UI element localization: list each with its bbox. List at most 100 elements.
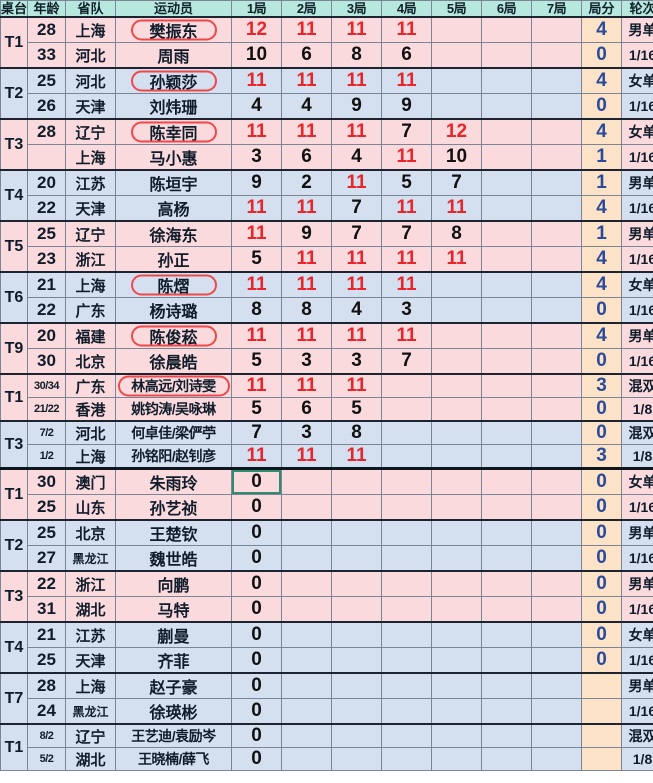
game-score-cell-6[interactable] — [481, 621, 532, 648]
game-score-cell-6[interactable] — [481, 397, 532, 422]
game-score-cell-3[interactable]: 7 — [331, 195, 382, 222]
table-row[interactable]: T225河北孙颖莎111111114女单晋级16强 — [0, 67, 653, 120]
game-score-cell-4[interactable]: 11 — [381, 195, 432, 222]
table-number-cell[interactable]: T4 — [0, 621, 28, 674]
round-stage-cell[interactable]: 1/16 — [621, 698, 653, 725]
table-row[interactable]: T225北京王楚钦00男单 — [0, 519, 653, 572]
player-name-cell[interactable]: 孙颖莎 — [115, 67, 232, 94]
game-score-cell-4[interactable] — [381, 420, 432, 445]
table-number-cell[interactable]: T5 — [0, 220, 28, 273]
game-score-cell-4[interactable] — [381, 397, 432, 422]
round-stage-cell[interactable]: 1/16 — [621, 42, 653, 69]
event-type-cell[interactable]: 混双 — [621, 723, 653, 748]
game-score-cell-5[interactable] — [431, 322, 482, 349]
round-stage-cell[interactable]: 1/16 — [621, 545, 653, 572]
match-points-cell[interactable]: 4 — [581, 322, 622, 349]
game-score-cell-7[interactable] — [531, 348, 582, 375]
province-cell[interactable]: 上海 — [65, 16, 116, 43]
match-points-cell[interactable] — [581, 672, 622, 699]
province-cell[interactable]: 天津 — [65, 195, 116, 222]
match-points-cell[interactable]: 4 — [581, 67, 622, 94]
game-score-cell-7[interactable] — [531, 118, 582, 145]
table-number-cell[interactable]: T2 — [0, 519, 28, 572]
match-points-cell[interactable] — [581, 747, 622, 771]
player-name-cell[interactable]: 周雨 — [115, 42, 232, 69]
game-score-cell-5[interactable] — [431, 467, 482, 495]
table-number-cell[interactable]: T4 — [0, 169, 28, 222]
table-number-cell[interactable]: T3 — [0, 570, 28, 623]
province-cell[interactable]: 江苏 — [65, 169, 116, 196]
player-name-cell[interactable]: 徐瑛彬 — [115, 698, 232, 725]
event-type-cell[interactable]: 男单 — [621, 322, 653, 349]
game-score-cell-2[interactable]: 11 — [281, 118, 332, 145]
game-score-cell-4[interactable]: 5 — [381, 169, 432, 196]
game-score-cell-1[interactable]: 8 — [231, 297, 282, 324]
age-cell[interactable]: 25 — [27, 519, 66, 546]
game-score-cell-5[interactable] — [431, 647, 482, 674]
game-score-cell-5[interactable] — [431, 596, 482, 623]
game-score-cell-6[interactable] — [481, 271, 532, 298]
player-name-cell[interactable]: 朱雨玲 — [115, 467, 232, 495]
game-score-cell-4[interactable] — [381, 596, 432, 623]
game-score-cell-6[interactable] — [481, 494, 532, 521]
age-cell[interactable]: 25 — [27, 220, 66, 247]
province-cell[interactable]: 上海 — [65, 144, 116, 171]
game-score-cell-3[interactable]: 8 — [331, 42, 382, 69]
game-score-cell-1[interactable]: 0 — [231, 672, 282, 699]
column-header-8[interactable]: 5局 — [431, 0, 482, 18]
match-points-cell[interactable]: 4 — [581, 246, 622, 273]
column-header-6[interactable]: 3局 — [331, 0, 382, 18]
game-score-cell-5[interactable] — [431, 42, 482, 69]
game-score-cell-3[interactable]: 8 — [331, 420, 382, 445]
game-score-cell-5[interactable]: 12 — [431, 118, 482, 145]
game-score-cell-3[interactable]: 4 — [331, 144, 382, 171]
game-score-cell-3[interactable] — [331, 723, 382, 748]
column-header-0[interactable]: 桌台 — [0, 0, 28, 18]
table-row[interactable]: T920福建陈俊菘111111114男单晋级16强 — [0, 322, 653, 375]
match-points-cell[interactable]: 4 — [581, 118, 622, 145]
game-score-cell-7[interactable] — [531, 570, 582, 597]
game-score-cell-4[interactable] — [381, 467, 432, 495]
game-score-cell-1[interactable]: 0 — [231, 596, 282, 623]
game-score-cell-4[interactable]: 7 — [381, 348, 432, 375]
province-cell[interactable]: 上海 — [65, 271, 116, 298]
player-name-cell[interactable]: 高杨 — [115, 195, 232, 222]
match-points-cell[interactable]: 0 — [581, 93, 622, 120]
game-score-cell-3[interactable] — [331, 647, 382, 674]
age-cell[interactable]: 8/2 — [27, 723, 66, 748]
game-score-cell-6[interactable] — [481, 93, 532, 120]
game-score-cell-1[interactable]: 11 — [231, 118, 282, 145]
game-score-cell-4[interactable] — [381, 698, 432, 725]
game-score-cell-2[interactable]: 11 — [281, 373, 332, 398]
age-cell[interactable]: 33 — [27, 42, 66, 69]
game-score-cell-1[interactable]: 11 — [231, 220, 282, 247]
game-score-cell-3[interactable]: 7 — [331, 220, 382, 247]
game-score-cell-7[interactable] — [531, 93, 582, 120]
game-score-cell-7[interactable] — [531, 723, 582, 748]
player-name-cell[interactable]: 王楚钦 — [115, 519, 232, 546]
province-cell[interactable]: 浙江 — [65, 246, 116, 273]
game-score-cell-5[interactable] — [431, 348, 482, 375]
game-score-cell-4[interactable]: 7 — [381, 118, 432, 145]
game-score-cell-7[interactable] — [531, 144, 582, 171]
game-score-cell-5[interactable] — [431, 93, 482, 120]
match-points-cell[interactable]: 4 — [581, 16, 622, 43]
table-row[interactable]: T130澳门朱雨玲00女单 — [0, 467, 653, 521]
game-score-cell-6[interactable] — [481, 467, 532, 495]
game-score-cell-6[interactable] — [481, 723, 532, 748]
game-score-cell-6[interactable] — [481, 348, 532, 375]
age-cell[interactable]: 27 — [27, 545, 66, 572]
game-score-cell-6[interactable] — [481, 698, 532, 725]
game-score-cell-4[interactable] — [381, 621, 432, 648]
game-score-cell-6[interactable] — [481, 16, 532, 43]
match-points-cell[interactable]: 3 — [581, 373, 622, 398]
game-score-cell-6[interactable] — [481, 420, 532, 445]
age-cell[interactable]: 30 — [27, 348, 66, 375]
game-score-cell-5[interactable] — [431, 519, 482, 546]
game-score-cell-6[interactable] — [481, 672, 532, 699]
